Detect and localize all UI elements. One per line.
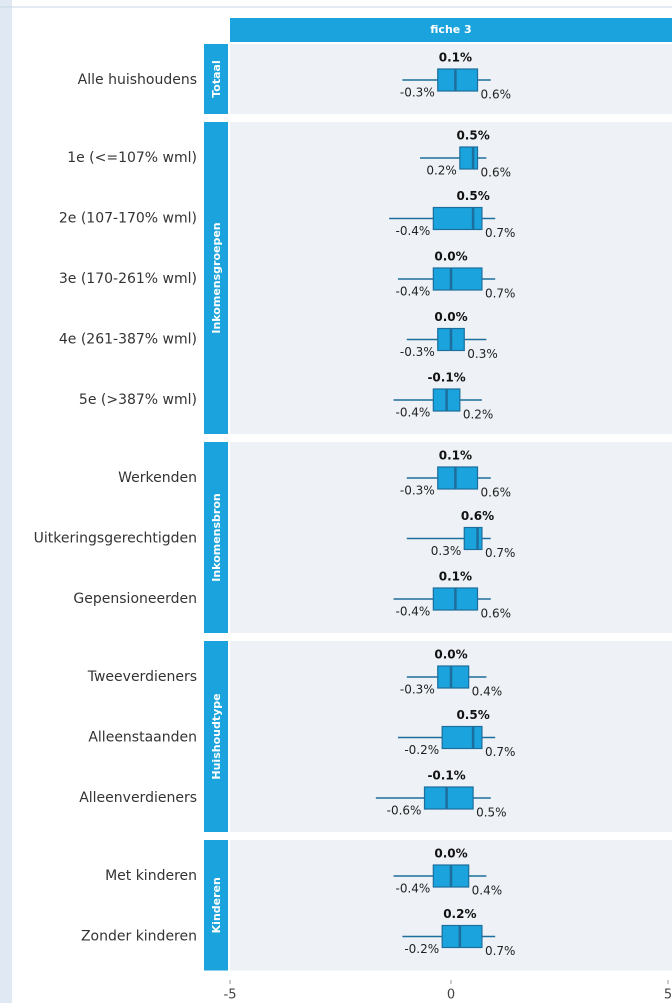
- group-label: Inkomensbron: [210, 493, 223, 582]
- median-label: 0.0%: [434, 310, 467, 324]
- median-label: 0.6%: [461, 509, 494, 523]
- box: [459, 146, 479, 170]
- median-label: 0.1%: [439, 570, 472, 584]
- q3-label: 0.6%: [481, 88, 512, 102]
- median-label: 0.2%: [443, 907, 476, 921]
- category-label: Alleenverdieners: [79, 790, 197, 806]
- category-label: 4e (261-387% wml): [59, 332, 197, 348]
- category-label: Alleenstaanden: [88, 730, 197, 746]
- group-label: Totaal: [210, 60, 223, 97]
- median-label: 0.5%: [456, 708, 489, 722]
- q3-label: 0.7%: [485, 944, 516, 958]
- q3-label: 0.6%: [481, 486, 512, 500]
- q3-label: 0.7%: [485, 546, 516, 560]
- side-strip: [0, 0, 12, 1003]
- q1-label: -0.3%: [400, 484, 435, 498]
- q3-label: 0.4%: [472, 685, 503, 699]
- q1-label: 0.2%: [426, 164, 457, 178]
- median-label: 0.5%: [456, 129, 489, 143]
- q3-label: 0.7%: [485, 745, 516, 759]
- category-label: Met kinderen: [105, 868, 197, 884]
- group-strip: [204, 442, 228, 633]
- category-label: 2e (107-170% wml): [59, 211, 197, 227]
- x-tick-label: -5: [224, 988, 237, 1003]
- median-label: 0.0%: [434, 648, 467, 662]
- box: [437, 466, 479, 490]
- group-label: Kinderen: [210, 877, 223, 933]
- median-label: -0.1%: [427, 371, 465, 385]
- median-label: -0.1%: [427, 769, 465, 783]
- q3-label: 0.5%: [476, 806, 507, 820]
- group-strip: [204, 840, 228, 971]
- category-label: 1e (<=107% wml): [67, 150, 197, 166]
- x-tick-label: 0: [447, 988, 455, 1003]
- category-label: Tweeverdieners: [87, 669, 197, 685]
- group-label: Huishoudtype: [210, 693, 223, 779]
- q1-label: -0.2%: [404, 743, 439, 757]
- category-label: Uitkeringsgerechtigden: [34, 531, 197, 547]
- group-strip: [204, 122, 228, 434]
- category-label: 5e (>387% wml): [79, 392, 197, 408]
- q3-label: 0.2%: [463, 408, 494, 422]
- q3-label: 0.3%: [467, 347, 498, 361]
- x-tick-label: 5: [664, 988, 672, 1003]
- q1-label: -0.3%: [400, 345, 435, 359]
- median-label: 0.0%: [434, 250, 467, 264]
- group-strip: [204, 641, 228, 832]
- group-label: Inkomensgroepen: [210, 222, 223, 333]
- group-strip: [204, 44, 228, 114]
- box: [432, 206, 483, 231]
- box: [432, 267, 483, 291]
- median-label: 0.1%: [439, 449, 472, 463]
- box: [437, 665, 470, 689]
- q1-label: -0.4%: [395, 406, 430, 420]
- category-label: Zonder kinderen: [81, 929, 197, 945]
- median-label: 0.1%: [439, 51, 472, 65]
- q3-label: 0.7%: [485, 226, 516, 240]
- box: [441, 924, 483, 949]
- category-label: Werkenden: [118, 470, 197, 486]
- facet-title: fiche 3: [430, 23, 471, 36]
- q1-label: -0.4%: [395, 882, 430, 896]
- q3-label: 0.7%: [485, 287, 516, 301]
- q1-label: -0.4%: [395, 224, 430, 238]
- q1-label: -0.4%: [395, 285, 430, 299]
- median-label: 0.5%: [456, 189, 489, 203]
- q3-label: 0.6%: [481, 166, 512, 180]
- q1-label: 0.3%: [431, 544, 462, 558]
- box: [463, 526, 483, 551]
- box: [437, 68, 479, 92]
- q1-label: -0.3%: [400, 683, 435, 697]
- box: [423, 786, 474, 810]
- category-label: 3e (170-261% wml): [59, 271, 197, 287]
- q3-label: 0.4%: [472, 884, 503, 898]
- q1-label: -0.6%: [387, 804, 422, 818]
- q1-label: -0.2%: [404, 942, 439, 956]
- median-label: 0.0%: [434, 847, 467, 861]
- category-label: Gepensioneerden: [73, 591, 197, 607]
- q3-label: 0.6%: [481, 607, 512, 621]
- q1-label: -0.4%: [395, 605, 430, 619]
- box: [441, 725, 483, 750]
- panel: [230, 840, 672, 971]
- facet-header: [230, 18, 672, 42]
- q1-label: -0.3%: [400, 86, 435, 100]
- category-label: Alle huishoudens: [78, 72, 197, 88]
